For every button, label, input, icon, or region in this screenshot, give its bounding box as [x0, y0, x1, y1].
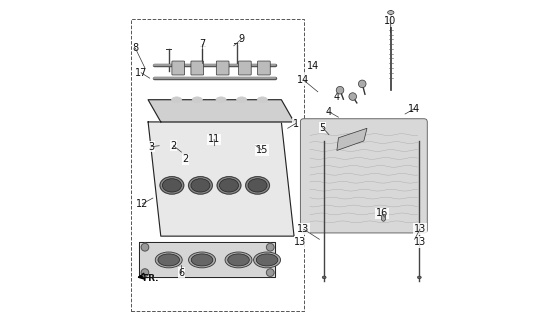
Circle shape [141, 269, 148, 276]
Ellipse shape [256, 254, 278, 266]
Text: 2: 2 [170, 141, 177, 151]
Circle shape [266, 244, 274, 251]
Polygon shape [148, 100, 294, 122]
Circle shape [141, 244, 148, 251]
Circle shape [359, 80, 366, 88]
Text: FR.: FR. [142, 274, 159, 283]
Circle shape [266, 269, 274, 276]
Ellipse shape [246, 177, 270, 194]
Ellipse shape [417, 276, 421, 279]
FancyBboxPatch shape [300, 119, 427, 233]
Ellipse shape [388, 11, 394, 14]
Text: 17: 17 [135, 68, 147, 78]
Ellipse shape [248, 179, 267, 192]
Polygon shape [139, 243, 275, 277]
Ellipse shape [254, 252, 280, 268]
Polygon shape [148, 122, 294, 236]
FancyBboxPatch shape [257, 61, 270, 75]
Ellipse shape [192, 97, 202, 103]
Ellipse shape [189, 177, 212, 194]
Text: 4: 4 [326, 107, 332, 117]
Ellipse shape [160, 177, 184, 194]
Ellipse shape [172, 97, 182, 103]
Text: 13: 13 [414, 237, 426, 247]
Text: 16: 16 [376, 208, 388, 218]
Ellipse shape [155, 252, 182, 268]
Text: 14: 14 [307, 61, 319, 71]
Text: 3: 3 [148, 142, 155, 152]
Circle shape [349, 93, 356, 100]
Ellipse shape [257, 97, 267, 103]
Text: 13: 13 [294, 237, 306, 247]
Text: 2: 2 [183, 154, 189, 164]
Text: 1: 1 [293, 118, 299, 129]
Text: 9: 9 [239, 34, 245, 44]
Ellipse shape [217, 177, 241, 194]
Text: 12: 12 [136, 199, 149, 209]
Text: 10: 10 [384, 16, 396, 26]
Ellipse shape [322, 276, 326, 279]
Text: 5: 5 [320, 123, 326, 133]
Ellipse shape [381, 214, 386, 221]
FancyBboxPatch shape [191, 61, 204, 75]
Text: 13: 13 [298, 224, 310, 234]
Ellipse shape [228, 254, 249, 266]
Polygon shape [337, 128, 367, 150]
Bar [131, 19, 304, 311]
Text: 15: 15 [256, 145, 268, 155]
Text: 8: 8 [133, 43, 139, 53]
Ellipse shape [191, 179, 210, 192]
Text: 14: 14 [409, 104, 421, 114]
Ellipse shape [158, 254, 179, 266]
FancyBboxPatch shape [239, 61, 251, 75]
Ellipse shape [189, 252, 216, 268]
Circle shape [336, 86, 344, 94]
Ellipse shape [225, 252, 252, 268]
Text: 7: 7 [199, 39, 205, 49]
Text: 14: 14 [298, 75, 310, 85]
FancyBboxPatch shape [216, 61, 229, 75]
Ellipse shape [236, 97, 247, 103]
Ellipse shape [191, 254, 213, 266]
Text: 11: 11 [208, 134, 220, 144]
Ellipse shape [219, 179, 239, 192]
FancyBboxPatch shape [172, 61, 185, 75]
Text: 4: 4 [334, 92, 340, 101]
Text: 6: 6 [178, 268, 184, 278]
Text: 13: 13 [414, 224, 426, 234]
Ellipse shape [162, 179, 182, 192]
Ellipse shape [216, 97, 226, 103]
